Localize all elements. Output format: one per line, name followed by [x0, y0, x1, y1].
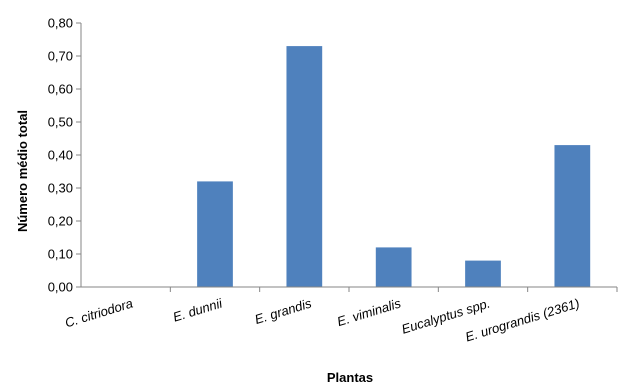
y-axis-ticks: 0,00 0,10 0,20 0,30 0,40 0,50 0,60 0,70 0,80 [48, 16, 81, 295]
y-tick-label: 0,70 [48, 49, 73, 64]
y-tick-label: 0,20 [48, 214, 73, 229]
bar [197, 181, 233, 287]
x-category-label: C. citriodora [63, 296, 134, 331]
bars [197, 46, 591, 287]
x-category-label: E. grandis [253, 295, 314, 327]
bar [286, 46, 323, 287]
y-tick-label: 0,30 [48, 181, 73, 196]
y-tick-label: 0,40 [48, 148, 73, 163]
bar [465, 260, 501, 287]
y-tick-label: 0,00 [48, 280, 73, 295]
y-tick-label: 0,60 [48, 82, 73, 97]
y-tick-label: 0,80 [48, 16, 73, 31]
y-axis-title: Número médio total [15, 110, 30, 232]
x-axis-title: Plantas [327, 370, 373, 385]
x-category-label: E. dunnii [171, 295, 225, 324]
y-tick-label: 0,10 [48, 247, 73, 262]
x-axis-labels: C. citriodora E. dunnii E. grandis E. vimin… [63, 287, 618, 345]
bar [554, 145, 591, 287]
y-tick-label: 0,50 [48, 115, 73, 130]
bar [375, 247, 412, 287]
x-category-label: E. viminalis [335, 295, 403, 329]
